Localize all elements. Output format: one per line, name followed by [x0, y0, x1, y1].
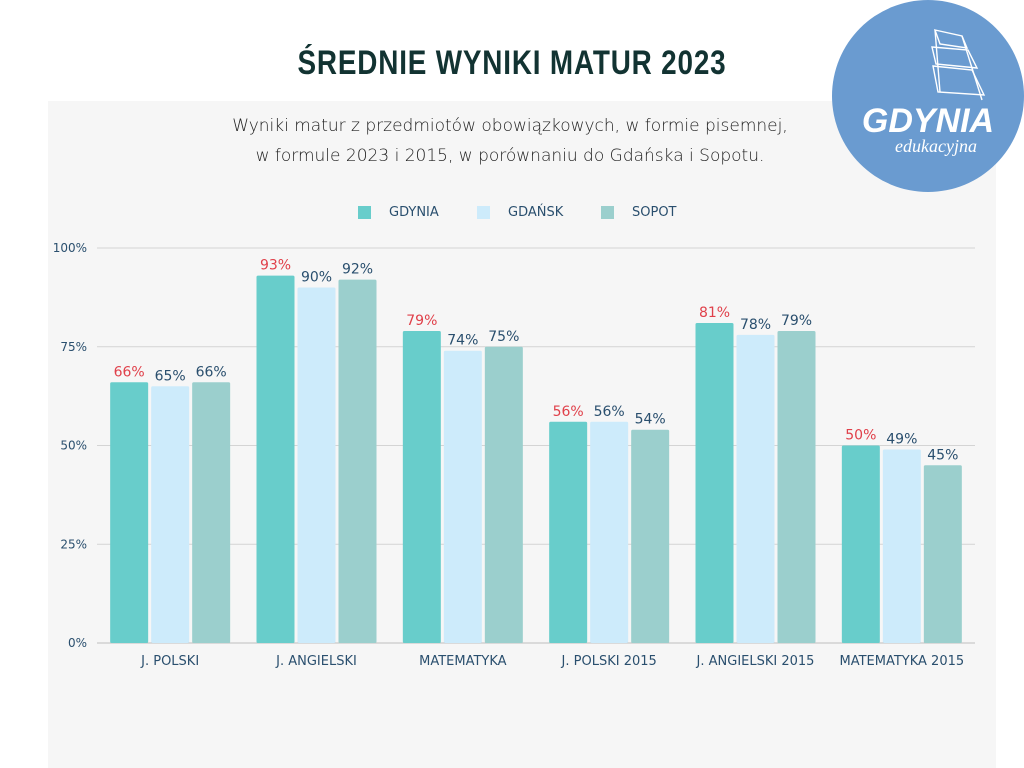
sailing-ship-icon — [931, 29, 986, 101]
y-tick-label: 75% — [60, 340, 87, 354]
legend-label-gdansk: GDAŃSK — [508, 205, 564, 220]
bar-gdansk — [151, 386, 190, 643]
bar-gdynia — [256, 275, 295, 643]
bar-sopot — [777, 330, 816, 643]
gdynia-edukacyjna-logo: GDYNIA edukacyjna — [832, 0, 1024, 192]
legend-item-gdansk: GDAŃSK — [477, 205, 563, 220]
data-label-sopot: 75% — [488, 329, 519, 345]
chart-legend: GDYNIA GDAŃSK SOPOT — [0, 205, 1024, 225]
bar-gdansk — [882, 449, 921, 643]
data-label-gdansk: 74% — [447, 333, 478, 349]
logo-circle — [832, 0, 1024, 192]
data-label-gdynia: 50% — [845, 428, 876, 444]
bar-gdansk — [736, 334, 775, 643]
page-title: ŚREDNIE WYNIKI MATUR 2023 — [297, 44, 727, 82]
legend-swatch-sopot — [601, 206, 614, 219]
data-label-gdansk: 49% — [886, 431, 917, 447]
x-category-label: MATEMATYKA 2015 — [840, 654, 965, 669]
chart-subtitle: Wyniki matur z przedmiotów obowiązkowych… — [150, 111, 870, 171]
data-label-sopot: 79% — [781, 313, 812, 329]
y-tick-label: 0% — [68, 636, 87, 650]
legend-swatch-gdansk — [477, 206, 490, 219]
bar-sopot — [923, 465, 962, 643]
data-label-gdansk: 78% — [740, 317, 771, 333]
data-label-gdansk: 90% — [301, 270, 332, 286]
data-label-gdansk: 56% — [594, 404, 625, 420]
x-category-label: J. ANGIELSKI 2015 — [696, 654, 815, 669]
bar-gdansk — [590, 421, 629, 643]
x-category-label: J. ANGIELSKI — [275, 654, 357, 669]
y-tick-label: 25% — [60, 537, 87, 551]
bar-gdynia — [110, 382, 149, 643]
bar-sopot — [192, 382, 231, 643]
logo-text-sub: edukacyjna — [895, 136, 977, 156]
legend-swatch-gdynia — [358, 206, 371, 219]
subtitle-line-2: w formule 2023 i 2015, w porównaniu do G… — [255, 146, 765, 166]
y-tick-label: 50% — [60, 439, 87, 453]
legend-item-gdynia: GDYNIA — [358, 205, 439, 220]
data-label-sopot: 54% — [635, 412, 666, 428]
bar-gdynia — [841, 445, 880, 643]
subtitle-line-1: Wyniki matur z przedmiotów obowiązkowych… — [232, 116, 788, 136]
y-tick-label: 100% — [53, 241, 87, 255]
legend-item-sopot: SOPOT — [601, 205, 677, 220]
data-label-gdynia: 93% — [260, 258, 291, 274]
logo-text-main: GDYNIA — [862, 102, 994, 140]
data-label-sopot: 92% — [342, 262, 373, 278]
data-label-sopot: 66% — [196, 364, 227, 380]
x-category-label: J. POLSKI — [140, 654, 199, 669]
bar-sopot — [484, 346, 523, 643]
bar-gdynia — [402, 330, 441, 643]
data-label-gdynia: 79% — [406, 313, 437, 329]
bar-sopot — [631, 429, 670, 643]
bar-gdansk — [297, 287, 336, 643]
bar-gdynia — [549, 421, 588, 643]
legend-label-gdynia: GDYNIA — [389, 205, 439, 220]
data-label-gdynia: 66% — [114, 364, 145, 380]
bar-gdansk — [443, 350, 482, 643]
bar-sopot — [338, 279, 377, 643]
x-category-label: MATEMATYKA — [419, 654, 507, 669]
data-label-gdynia: 81% — [699, 305, 730, 321]
data-label-gdansk: 65% — [155, 368, 186, 384]
x-category-label: J. POLSKI 2015 — [561, 654, 657, 669]
legend-label-sopot: SOPOT — [632, 205, 677, 220]
bar-gdynia — [695, 323, 734, 643]
data-label-gdynia: 56% — [553, 404, 584, 420]
data-label-sopot: 45% — [927, 447, 958, 463]
